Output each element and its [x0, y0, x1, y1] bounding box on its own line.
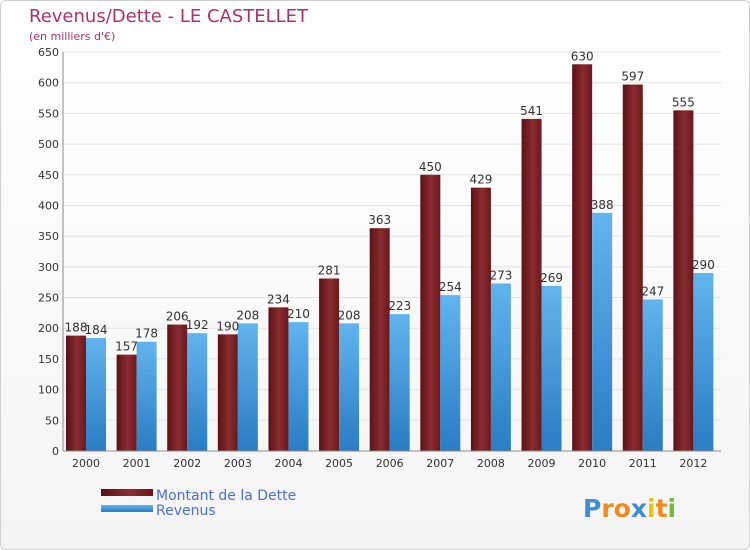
x-tick-label: 2005 — [325, 457, 353, 470]
bar-revenus — [389, 314, 410, 451]
value-label-revenus: 208 — [338, 308, 361, 322]
bar-revenus — [237, 323, 258, 451]
bar-dette — [319, 278, 340, 451]
bar-dette — [268, 307, 289, 451]
legend: Montant de la Dette Revenus — [101, 488, 296, 519]
axes — [62, 52, 721, 452]
y-tick-label: 200 — [38, 322, 59, 335]
value-label-dette: 363 — [368, 213, 391, 227]
value-label-dette: 188 — [65, 321, 88, 335]
value-label-dette: 281 — [318, 264, 341, 278]
x-tick-label: 2003 — [224, 457, 252, 470]
bar-revenus — [440, 295, 461, 451]
x-tick-label: 2010 — [578, 457, 606, 470]
bar-dette — [673, 110, 694, 452]
y-tick-label: 450 — [38, 169, 59, 182]
x-tick-label: 2008 — [477, 457, 505, 470]
legend-label-revenus: Revenus — [156, 503, 216, 519]
value-label-dette: 206 — [166, 310, 189, 324]
value-label-revenus: 388 — [591, 198, 614, 212]
x-tick-label: 2004 — [274, 457, 302, 470]
bar-revenus — [86, 338, 106, 451]
value-label-revenus: 192 — [186, 318, 209, 332]
value-label-revenus: 290 — [692, 258, 715, 272]
x-tick-label: 2007 — [426, 457, 454, 470]
value-label-revenus: 273 — [489, 268, 512, 282]
value-label-dette: 450 — [419, 160, 442, 174]
bar-revenus — [288, 322, 309, 451]
y-tick-label: 500 — [38, 138, 59, 151]
proxiti-logo: Proxiti — [583, 494, 676, 523]
bar-revenus — [490, 283, 511, 451]
x-tick-label: 2006 — [376, 457, 404, 470]
x-tick-label: 2002 — [173, 457, 201, 470]
bar-revenus — [136, 341, 157, 451]
y-tick-label: 400 — [38, 199, 59, 212]
value-label-dette: 429 — [469, 173, 492, 187]
value-label-dette: 630 — [571, 49, 594, 63]
value-label-revenus: 269 — [540, 271, 563, 285]
y-tick-label: 50 — [45, 414, 59, 427]
value-label-dette: 555 — [672, 95, 695, 109]
value-label-revenus: 254 — [439, 280, 462, 294]
y-tick-label: 650 — [38, 46, 59, 59]
x-tick-label: 2009 — [528, 457, 556, 470]
value-label-dette: 157 — [115, 340, 138, 354]
legend-label-dette: Montant de la Dette — [156, 488, 296, 504]
bar-revenus — [339, 323, 360, 451]
value-label-revenus: 208 — [236, 308, 259, 322]
chart-title: Revenus/Dette - LE CASTELLET — [29, 6, 309, 27]
y-tick-label: 100 — [38, 384, 59, 397]
x-tick-label: 2011 — [629, 457, 657, 470]
value-label-dette: 190 — [216, 319, 239, 333]
chart-subtitle: (en milliers d'€) — [29, 30, 116, 43]
y-axis-ticks: 0 50 100 150 200 250 300 350 400 450 500 550 600 650 — [38, 46, 59, 458]
bar-dette — [369, 228, 390, 451]
bar-revenus — [541, 285, 562, 451]
value-label-dette: 234 — [267, 292, 290, 306]
value-label-revenus: 247 — [641, 284, 664, 298]
bar-dette — [217, 334, 238, 451]
x-tick-label: 2012 — [679, 457, 707, 470]
y-tick-label: 150 — [38, 353, 59, 366]
value-label-revenus: 223 — [388, 299, 411, 313]
legend-swatch-dette — [101, 489, 153, 496]
x-tick-label: 2000 — [72, 457, 100, 470]
bar-revenus — [642, 299, 663, 451]
x-axis-ticks: 2000 2001 2002 2003 2004 2005 2006 2007 2008 2009… — [72, 457, 707, 470]
value-label-revenus: 178 — [135, 327, 158, 341]
bar-dette — [167, 324, 188, 451]
y-tick-label: 600 — [38, 77, 59, 90]
y-tick-label: 0 — [52, 445, 59, 458]
y-tick-label: 550 — [38, 107, 59, 120]
x-tick-label: 2001 — [123, 457, 151, 470]
bar-dette — [66, 335, 86, 451]
bar-revenus — [693, 272, 714, 451]
value-label-dette: 541 — [520, 104, 543, 118]
y-tick-label: 250 — [38, 292, 59, 305]
bar-revenus — [592, 212, 613, 451]
value-label-revenus: 210 — [287, 307, 310, 321]
bar-dette — [572, 64, 593, 452]
legend-swatch-revenus — [101, 505, 153, 512]
bar-dette — [470, 187, 491, 451]
bar-dette — [420, 174, 441, 451]
y-tick-label: 300 — [38, 261, 59, 274]
bar-dette — [116, 354, 137, 451]
bar-revenus — [187, 333, 208, 451]
y-tick-label: 350 — [38, 230, 59, 243]
bar-dette — [521, 118, 542, 451]
bar-dette — [622, 84, 643, 451]
value-label-dette: 597 — [621, 70, 644, 84]
bars — [66, 64, 714, 452]
value-label-revenus: 184 — [85, 323, 108, 337]
